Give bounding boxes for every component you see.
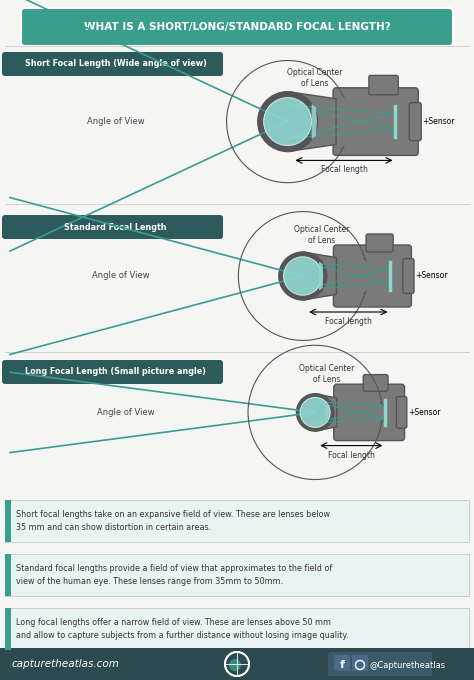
FancyBboxPatch shape — [5, 500, 469, 542]
Polygon shape — [303, 252, 337, 300]
Circle shape — [264, 98, 311, 146]
Circle shape — [258, 92, 318, 152]
FancyBboxPatch shape — [5, 554, 11, 596]
FancyBboxPatch shape — [2, 52, 223, 76]
Text: Short focal lengths take on an expansive field of view. These are lenses below
3: Short focal lengths take on an expansive… — [16, 510, 330, 532]
Polygon shape — [312, 105, 317, 139]
Text: WHAT IS A SHORT/LONG/STANDARD FOCAL LENGTH?: WHAT IS A SHORT/LONG/STANDARD FOCAL LENG… — [83, 22, 391, 32]
FancyBboxPatch shape — [334, 384, 405, 441]
Text: Standard Focal Length: Standard Focal Length — [64, 222, 167, 231]
Text: Angle of View: Angle of View — [87, 117, 144, 126]
FancyBboxPatch shape — [369, 75, 398, 95]
Circle shape — [229, 659, 241, 671]
FancyBboxPatch shape — [366, 234, 393, 252]
FancyBboxPatch shape — [363, 375, 388, 391]
Text: Short Focal Length (Wide angle of view): Short Focal Length (Wide angle of view) — [25, 60, 207, 69]
FancyBboxPatch shape — [5, 554, 469, 596]
FancyBboxPatch shape — [333, 245, 411, 307]
FancyBboxPatch shape — [328, 652, 432, 676]
FancyBboxPatch shape — [396, 396, 407, 428]
FancyBboxPatch shape — [334, 655, 350, 671]
Circle shape — [283, 257, 322, 295]
Text: Optical Center
of Lens: Optical Center of Lens — [287, 68, 342, 88]
Text: f: f — [339, 660, 345, 670]
FancyBboxPatch shape — [2, 215, 223, 239]
Text: Focal length: Focal length — [320, 165, 367, 174]
Polygon shape — [0, 648, 474, 680]
Text: Focal length: Focal length — [328, 451, 375, 460]
Polygon shape — [315, 394, 337, 431]
Text: Standard focal lengths provide a field of view that approximates to the field of: Standard focal lengths provide a field o… — [16, 564, 332, 585]
FancyBboxPatch shape — [5, 608, 11, 650]
Circle shape — [296, 394, 334, 431]
FancyBboxPatch shape — [21, 8, 453, 46]
FancyBboxPatch shape — [5, 608, 469, 650]
Text: Angle of View: Angle of View — [97, 408, 155, 417]
Circle shape — [279, 252, 327, 300]
Text: Optical Center
of Lens: Optical Center of Lens — [293, 225, 349, 245]
Polygon shape — [326, 402, 328, 423]
Text: +Sensor: +Sensor — [415, 271, 447, 280]
Polygon shape — [320, 262, 323, 290]
Text: +Sensor: +Sensor — [422, 117, 455, 126]
Text: capturetheatlas.com: capturetheatlas.com — [12, 659, 120, 669]
Text: Long focal lengths offer a narrow field of view. These are lenses above 50 mm
an: Long focal lengths offer a narrow field … — [16, 618, 348, 640]
FancyBboxPatch shape — [5, 500, 11, 542]
Text: Angle of View: Angle of View — [92, 271, 150, 280]
Text: Focal length: Focal length — [325, 317, 372, 326]
FancyBboxPatch shape — [403, 258, 414, 293]
FancyBboxPatch shape — [2, 360, 223, 384]
Text: @Capturetheatlas: @Capturetheatlas — [370, 660, 446, 670]
Text: +Sensor: +Sensor — [408, 408, 440, 417]
Text: Long Focal Length (Small picture angle): Long Focal Length (Small picture angle) — [25, 367, 206, 377]
Circle shape — [300, 397, 330, 427]
FancyBboxPatch shape — [409, 103, 421, 141]
Polygon shape — [288, 92, 336, 152]
Text: Optical Center
of Lens: Optical Center of Lens — [300, 364, 355, 384]
FancyBboxPatch shape — [333, 88, 418, 156]
FancyBboxPatch shape — [352, 655, 368, 671]
